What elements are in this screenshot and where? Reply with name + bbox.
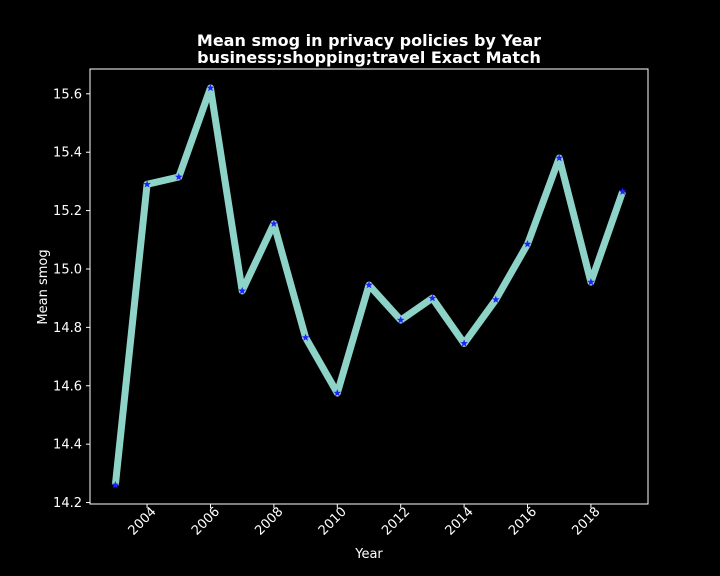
y-tick-label: 14.4 (53, 438, 82, 453)
data-point-marker (555, 154, 564, 162)
data-point-marker (174, 173, 183, 181)
data-point-marker (111, 481, 120, 489)
x-axis-label: Year (354, 547, 383, 562)
x-tick-label: 2010 (316, 505, 350, 539)
y-axis-label: Mean smog (36, 249, 51, 324)
y-axis: 14.2 14.4 14.6 14.8 15.0 15.2 15.4 15.6 (53, 87, 90, 511)
x-tick-label: 2006 (189, 505, 223, 539)
data-point-marker (618, 187, 627, 195)
x-tick-label: 2004 (126, 505, 160, 539)
x-axis: 2004 2006 2008 2010 2012 2014 2016 2018 (126, 504, 603, 539)
y-tick-label: 15.0 (53, 262, 82, 277)
x-tick-label: 2018 (569, 505, 603, 539)
y-tick-label: 14.6 (53, 379, 82, 394)
x-tick-label: 2016 (506, 505, 540, 539)
data-point-marker (365, 281, 373, 289)
data-point-marker (460, 339, 468, 347)
y-tick-label: 15.4 (53, 146, 82, 161)
data-point-marker (428, 294, 437, 302)
y-tick-label: 15.6 (53, 87, 82, 102)
x-tick-label: 2012 (379, 505, 413, 539)
x-tick-label: 2014 (443, 505, 477, 539)
data-point-marker (143, 180, 151, 188)
y-tick-label: 15.2 (53, 204, 82, 219)
chart-title-line2: business;shopping;travel Exact Match (197, 48, 541, 67)
data-point-marker (238, 286, 246, 295)
y-tick-label: 14.8 (53, 321, 82, 336)
data-point-marker (396, 316, 405, 324)
data-point-marker (523, 240, 532, 248)
series-layer (111, 83, 627, 489)
chart-title-line1: Mean smog in privacy policies by Year (197, 31, 541, 50)
data-point-marker (270, 219, 278, 227)
data-point-marker (492, 295, 500, 303)
data-point-marker (301, 333, 310, 341)
x-tick-label: 2008 (252, 505, 286, 539)
data-point-marker (206, 83, 215, 92)
data-point-marker (333, 389, 342, 397)
plot-area-frame (89, 68, 649, 505)
y-tick-label: 14.2 (53, 496, 82, 511)
data-point-marker (587, 278, 595, 286)
